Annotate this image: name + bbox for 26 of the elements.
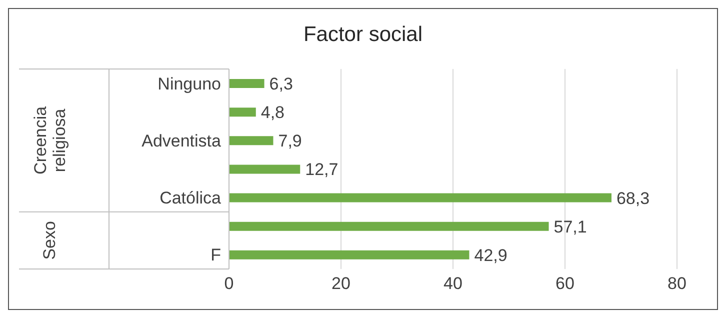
data-label: 68,3 <box>616 188 650 208</box>
bar <box>229 108 256 117</box>
x-tick-label: 80 <box>668 274 686 294</box>
y-tick-label: Ninguno <box>158 74 221 94</box>
data-label: 12,7 <box>305 160 338 180</box>
bar <box>229 79 264 88</box>
data-label: 57,1 <box>554 217 587 236</box>
data-label: 42,9 <box>474 246 508 265</box>
x-tick-label: 20 <box>332 274 350 294</box>
y-tick-label: Católica <box>160 188 222 208</box>
data-label: 7,9 <box>278 132 302 151</box>
chart-title: Factor social <box>302 23 424 47</box>
bar <box>229 136 274 146</box>
data-label: 6,3 <box>269 74 293 94</box>
x-tick-label: 60 <box>556 274 574 294</box>
y-tick-label: Adventista <box>142 131 222 150</box>
bar <box>229 222 549 231</box>
x-tick-label: 40 <box>444 274 462 294</box>
text: Sexo <box>40 221 59 260</box>
bar <box>229 250 470 260</box>
bar <box>229 193 612 202</box>
y-tick-label: F <box>210 246 221 265</box>
x-tick-label: 0 <box>224 274 234 294</box>
bar <box>229 164 300 174</box>
data-label: 4,8 <box>260 103 285 122</box>
text: Creencia religiosa <box>31 106 69 174</box>
